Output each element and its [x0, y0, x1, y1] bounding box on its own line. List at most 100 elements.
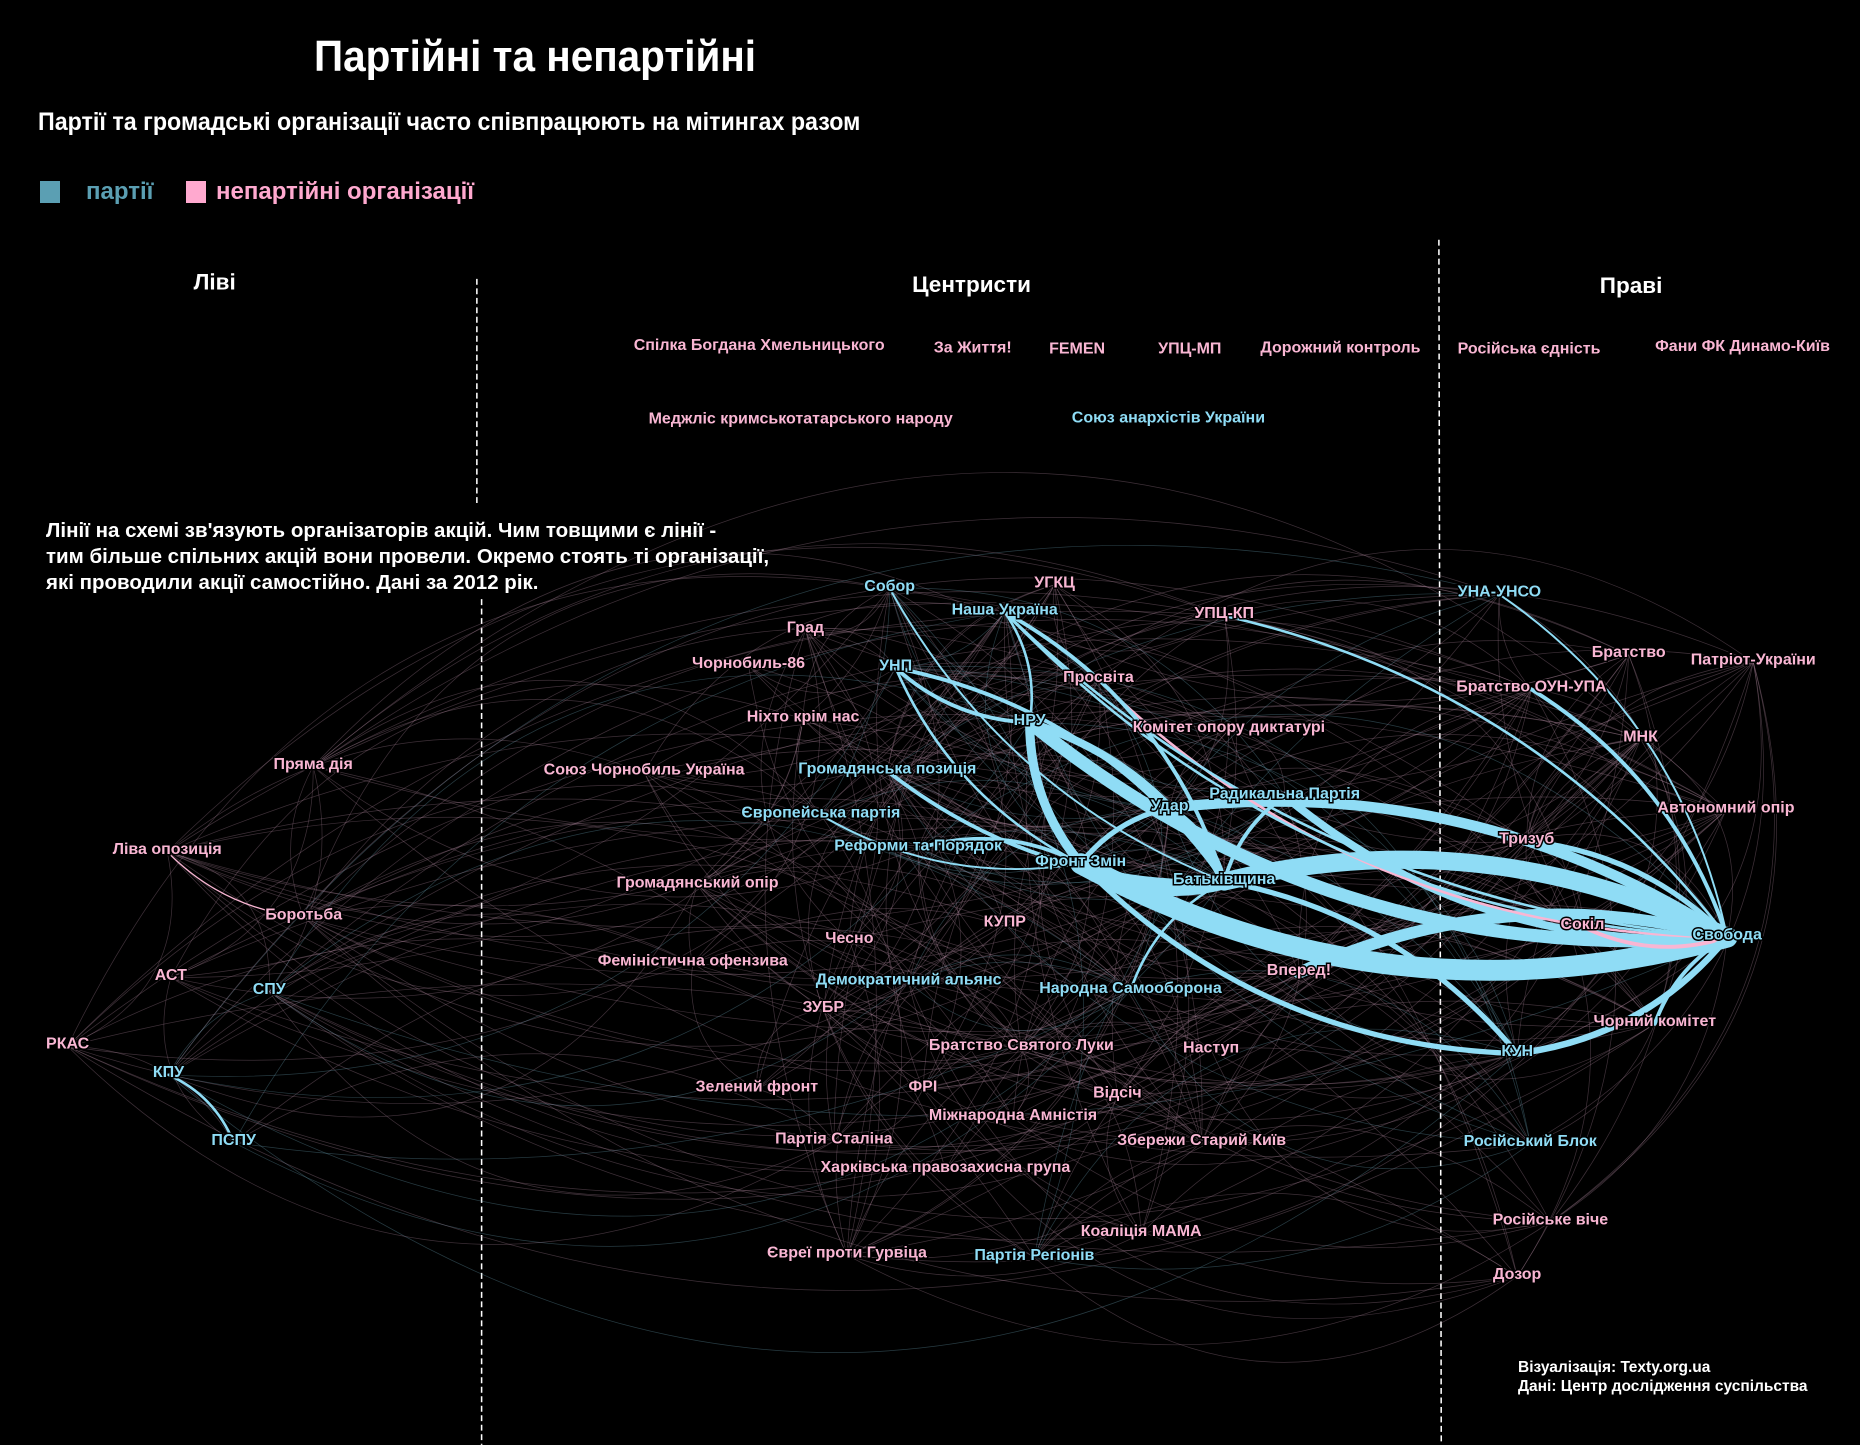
node-label[interactable]: УПЦ-МП [1157, 339, 1223, 359]
node-label[interactable]: УГКЦ [1033, 573, 1077, 593]
node-label[interactable]: УПЦ-КП [1193, 604, 1256, 624]
node-label[interactable]: Коаліція МАМА [1079, 1222, 1203, 1242]
node-label[interactable]: Зелений фронт [694, 1077, 820, 1097]
node-label[interactable]: FEMEN [1048, 339, 1107, 359]
edge [269, 820, 1131, 993]
node-label[interactable]: Патріот-України [1689, 650, 1817, 670]
edge [303, 916, 1583, 1033]
node-label[interactable]: Союз Чорнобиль Україна [542, 760, 746, 780]
node-label[interactable]: УНА-УНСО [1456, 582, 1542, 602]
node-label[interactable]: Чесно [824, 929, 875, 949]
node-label[interactable]: Відсіч [1092, 1083, 1144, 1103]
edge [1029, 722, 1518, 1277]
node-label[interactable]: Комітет опору диктатурі [1131, 718, 1326, 738]
node-label[interactable]: Російська єдність [1456, 339, 1602, 359]
node-label[interactable]: Дорожний контроль [1259, 338, 1422, 358]
node-label[interactable]: Сокіл [1559, 914, 1606, 934]
node-label[interactable]: Собор [863, 576, 917, 596]
node-label[interactable]: За Життя! [932, 338, 1013, 358]
node-label[interactable]: Автономний опір [1656, 798, 1796, 818]
node-label[interactable]: Чорнобиль-86 [690, 653, 806, 673]
node-label[interactable]: АСТ [153, 965, 188, 985]
node-label[interactable]: Радикальна Партія [1208, 784, 1362, 804]
edge [692, 923, 1005, 986]
edge [922, 1088, 1518, 1285]
node-label[interactable]: СПУ [251, 980, 288, 1000]
node-label[interactable]: МНК [1622, 727, 1660, 747]
edge [820, 779, 1225, 882]
node-label[interactable]: Дозор [1492, 1264, 1543, 1284]
edge-Свобода-КУН [1513, 933, 1731, 1057]
node-label[interactable]: Народна Самооборона [1038, 978, 1224, 998]
node-label[interactable]: Демократичний альянс [814, 970, 1003, 990]
node-label[interactable]: РКАС [45, 1034, 92, 1054]
edge-Свобода-Сокіл [1580, 924, 1730, 949]
node-label[interactable]: Тризуб [1498, 829, 1556, 849]
edge [167, 798, 1518, 1277]
node-label[interactable]: Пряма дія [272, 754, 354, 774]
node-label[interactable]: Наступ [1182, 1038, 1241, 1058]
edge [170, 584, 1055, 978]
edge [1526, 654, 1629, 842]
edge [922, 1088, 1518, 1319]
node-label[interactable]: Харківська правозахисна група [819, 1158, 1072, 1178]
node-label[interactable]: Спілка Богдана Хмельницького [632, 336, 886, 356]
node-label[interactable]: Фронт Змін [1034, 852, 1128, 872]
node-label[interactable]: Російський Блок [1462, 1131, 1599, 1151]
node-label[interactable]: Чорний комітет [1592, 1012, 1718, 1032]
node-label[interactable]: Меджліс кримськотатарського народу [647, 409, 954, 429]
edge [170, 588, 890, 978]
node-label[interactable]: Братство ОУН-УПА [1455, 677, 1609, 697]
edge [886, 584, 1055, 772]
node-label[interactable]: ЗУБР [801, 997, 846, 1017]
node-label[interactable]: Реформи та Порядок [833, 836, 1005, 856]
node-label[interactable]: Наша Україна [950, 600, 1059, 620]
node-label[interactable]: КУН [1500, 1041, 1535, 1061]
edge-Свобода-Братство ОУН-УПА [1529, 687, 1730, 940]
edge [233, 990, 1131, 1160]
node-label[interactable]: ПСПУ [210, 1130, 259, 1150]
edge [167, 733, 1531, 1144]
node-label[interactable]: Союз анархістів України [1070, 408, 1266, 428]
node-label[interactable]: Ніхто крім нас [745, 707, 861, 727]
node-label[interactable]: УНП [878, 656, 914, 676]
node-label[interactable]: ФРІ [907, 1077, 939, 1097]
node-label[interactable]: Партія Регіонів [973, 1245, 1096, 1265]
edge [1021, 926, 1583, 1084]
edge [67, 938, 924, 1090]
edge [1021, 840, 1527, 1049]
node-label[interactable]: Вперед! [1265, 961, 1332, 981]
node-label[interactable]: Свобода [1691, 925, 1764, 945]
node-label[interactable]: Просвіта [1062, 668, 1136, 688]
node-label[interactable]: Боротьба [264, 905, 344, 925]
node-label[interactable]: НРУ [1012, 710, 1048, 730]
node-label[interactable]: КУПР [982, 912, 1028, 932]
node-label[interactable]: Братство Святого Луки [927, 1035, 1115, 1055]
node-label[interactable]: Громадянська позиція [797, 759, 978, 779]
node-label[interactable]: Ліва опозиція [111, 840, 223, 860]
node-label[interactable]: Російське віче [1491, 1210, 1610, 1230]
edge [748, 665, 1131, 991]
edge [167, 851, 1300, 1137]
edge [805, 629, 877, 1256]
node-label[interactable]: Братство [1590, 643, 1667, 663]
node-label[interactable]: Громадянський опір [615, 873, 780, 893]
node-label[interactable]: Удар [1149, 796, 1190, 816]
edge [1640, 738, 1734, 938]
node-label[interactable]: Феміністична офензива [596, 951, 789, 971]
node-label[interactable]: Європейська партія [740, 803, 902, 823]
node-label[interactable]: Партія Сталіна [774, 1129, 895, 1149]
edge [697, 619, 1532, 886]
node-label[interactable]: КПУ [151, 1063, 186, 1083]
node-label[interactable]: Батьківщина [1172, 869, 1277, 889]
edge [1012, 807, 1170, 1118]
edge [887, 729, 1230, 828]
node-label[interactable]: Фани ФК Динамо-Київ [1654, 337, 1832, 357]
node-label[interactable]: Град [785, 618, 825, 638]
node-label[interactable]: Міжнародна Амністія [927, 1105, 1098, 1125]
node-label[interactable]: Євреї проти Гурвіца [766, 1243, 929, 1263]
edge [1034, 1257, 1518, 1363]
edge [167, 546, 1225, 853]
node-label[interactable]: Збережи Старий Київ [1116, 1130, 1288, 1150]
